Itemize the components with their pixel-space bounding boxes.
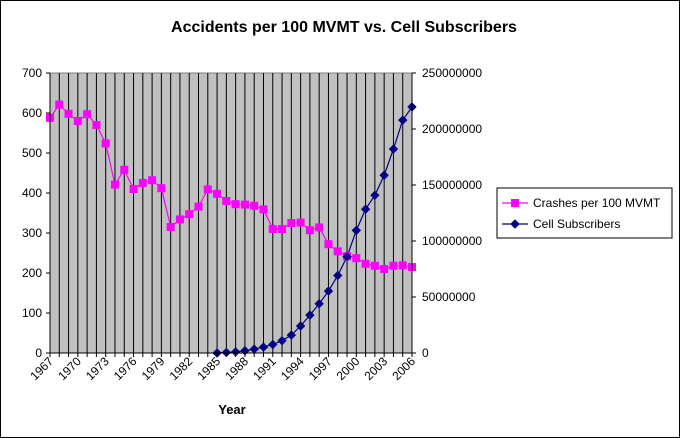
x-tick-label: 1985 [194,354,223,383]
data-point [361,259,370,268]
data-point [148,176,157,185]
data-point [166,223,175,231]
legend-box [496,187,673,239]
data-point [120,165,129,174]
data-point [296,218,305,227]
data-point [370,190,380,201]
x-tick-label: 2003 [361,354,390,383]
data-point [101,139,110,148]
x-axis-label: Year [218,402,245,417]
legend-label-cell-subscribers: Cell Subscribers [533,217,620,231]
x-tick-label: 1979 [139,354,168,383]
legend-label-crashes-per-100-mvmt: Crashes per 100 MVMT [533,196,661,210]
data-point [83,110,92,119]
y2-tick-label: 50000000 [422,290,476,304]
chart-title: Accidents per 100 MVMT vs. Cell Subscrib… [171,19,517,36]
data-point [250,201,259,210]
data-point [380,265,389,273]
data-point [342,251,352,262]
x-tick-label: 1988 [222,354,251,383]
data-point [222,197,231,205]
data-point [259,205,268,214]
y-tick-label: 600 [22,106,42,120]
data-point [360,204,371,214]
data-point [64,109,73,118]
data-point [398,261,407,270]
x-tick-label: 1982 [167,354,196,383]
y-tick-label: 200 [22,266,42,280]
data-point [379,170,389,180]
data-point [398,115,408,125]
data-point [278,225,287,233]
data-point [323,286,334,296]
plot-area [49,72,413,354]
y2-tick-label: 150000000 [422,178,482,192]
series-line-crashes-per-100-mvmt [49,103,413,270]
data-point [55,100,64,109]
y-tick-label: 300 [22,226,42,240]
data-point [333,270,343,281]
data-point [305,226,314,235]
data-point [185,210,194,219]
data-point [129,185,138,193]
data-point [231,200,240,209]
x-tick-label: 1991 [250,354,279,383]
data-point [324,240,333,249]
x-tick-label: 1997 [306,354,335,383]
data-point [73,117,82,125]
y2-tick-label: 0 [422,346,429,360]
y-tick-label: 500 [22,146,42,160]
data-point [240,200,249,209]
legend-marker-crashes-per-100-mvmt [511,199,519,207]
y-tick-label: 400 [22,186,42,200]
x-tick-label: 1970 [55,354,84,383]
data-point [194,202,203,211]
data-point [277,335,287,346]
data-point [138,179,147,187]
data-point [110,180,119,189]
y2-tick-label: 250000000 [422,66,482,80]
data-point [352,254,361,263]
legend-marker-cell-subscribers [510,219,520,229]
data-point [203,185,212,194]
data-point [268,339,278,350]
data-point [268,225,277,233]
data-point [351,225,362,236]
data-point [287,219,296,227]
data-point [258,342,269,352]
data-point [92,121,101,129]
data-point [333,247,342,256]
data-point [295,321,306,331]
x-tick-label: 2000 [334,354,363,383]
y-tick-label: 700 [22,66,42,80]
y2-tick-label: 100000000 [422,234,482,248]
data-point [389,261,398,270]
data-point [286,330,297,340]
y-tick-label: 100 [22,306,42,320]
x-tick-label: 1973 [83,354,112,383]
series-line-cell-subscribers [217,106,413,354]
data-point [388,144,399,154]
data-point [175,215,184,224]
data-point [314,299,324,309]
x-tick-label: 2006 [389,354,418,383]
y2-tick-label: 200000000 [422,122,482,136]
x-tick-label: 1976 [111,354,140,383]
data-point [157,184,166,193]
data-point [305,310,315,320]
data-point [213,189,222,198]
x-tick-label: 1967 [27,354,56,383]
data-point [315,223,324,232]
y-tick-label: 0 [35,346,42,360]
x-tick-label: 1994 [278,354,307,383]
data-point [370,261,379,270]
